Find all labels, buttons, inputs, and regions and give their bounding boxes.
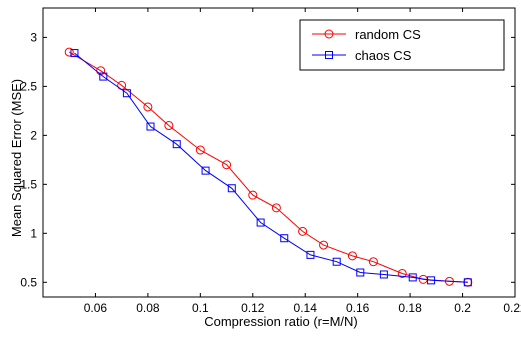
x-tick-label: 0.1	[192, 301, 209, 315]
data-point	[227, 184, 236, 193]
data-point	[427, 276, 436, 285]
data-point	[146, 122, 155, 131]
legend-box	[299, 19, 505, 71]
x-tick-label: 0.18	[398, 301, 422, 315]
series-2	[70, 49, 472, 287]
x-tick-label: 0.22	[503, 301, 521, 315]
data-point	[256, 218, 265, 227]
y-tick-label: 2	[30, 128, 37, 142]
x-tick-label: 0.06	[84, 301, 108, 315]
y-tick-label: 0.5	[20, 275, 37, 289]
axes: 0.06 0.08 0.1 0.12 0.14 0.16 0.18 0.2 0.22 0.5 1 1.…	[20, 7, 521, 315]
legend-marker	[325, 51, 333, 59]
data-point	[143, 102, 153, 112]
data-point	[332, 257, 341, 266]
legend: random CS chaos CS	[299, 19, 505, 71]
x-tick-label: 0.2	[454, 301, 471, 315]
data-point	[122, 89, 131, 98]
data-point	[70, 49, 79, 58]
y-axis-label: Mean Squared Error (MSE)	[9, 79, 24, 237]
data-point	[298, 226, 308, 236]
data-point	[99, 72, 108, 81]
data-point	[397, 268, 407, 278]
data-point	[195, 145, 205, 155]
y-tick-label: 1.5	[20, 177, 37, 191]
data-point	[280, 234, 289, 243]
legend-item: chaos CS	[312, 48, 412, 63]
legend-label: chaos CS	[355, 48, 412, 63]
data-point	[201, 166, 210, 175]
legend-item: random CS	[312, 27, 421, 42]
y-tick-label: 1	[30, 226, 37, 240]
series-line	[74, 52, 468, 283]
data-point	[408, 273, 417, 282]
y-tick-label: 3	[30, 30, 37, 44]
data-point	[271, 203, 281, 213]
data-point	[319, 240, 329, 250]
x-tick-label: 0.08	[136, 301, 160, 315]
plot-series	[64, 47, 473, 287]
series-1	[64, 47, 473, 287]
data-point	[222, 160, 232, 170]
data-point	[347, 251, 357, 261]
x-tick-label: 0.16	[346, 301, 370, 315]
data-point	[356, 268, 365, 277]
y-tick-label: 2.5	[20, 79, 37, 93]
plot-frame	[42, 7, 516, 298]
series-line	[68, 51, 468, 283]
data-point	[164, 121, 174, 131]
x-tick-label: 0.12	[241, 301, 265, 315]
legend-label: random CS	[355, 27, 421, 42]
data-point	[248, 190, 258, 200]
legend-marker	[324, 29, 334, 39]
x-axis-label: Compression ratio (r=M/N)	[204, 314, 358, 329]
data-point	[64, 47, 74, 57]
x-tick-label: 0.14	[294, 301, 318, 315]
data-point	[368, 257, 378, 267]
data-point	[172, 140, 181, 149]
data-point	[379, 270, 388, 279]
data-point	[306, 250, 315, 259]
data-point	[463, 278, 472, 287]
